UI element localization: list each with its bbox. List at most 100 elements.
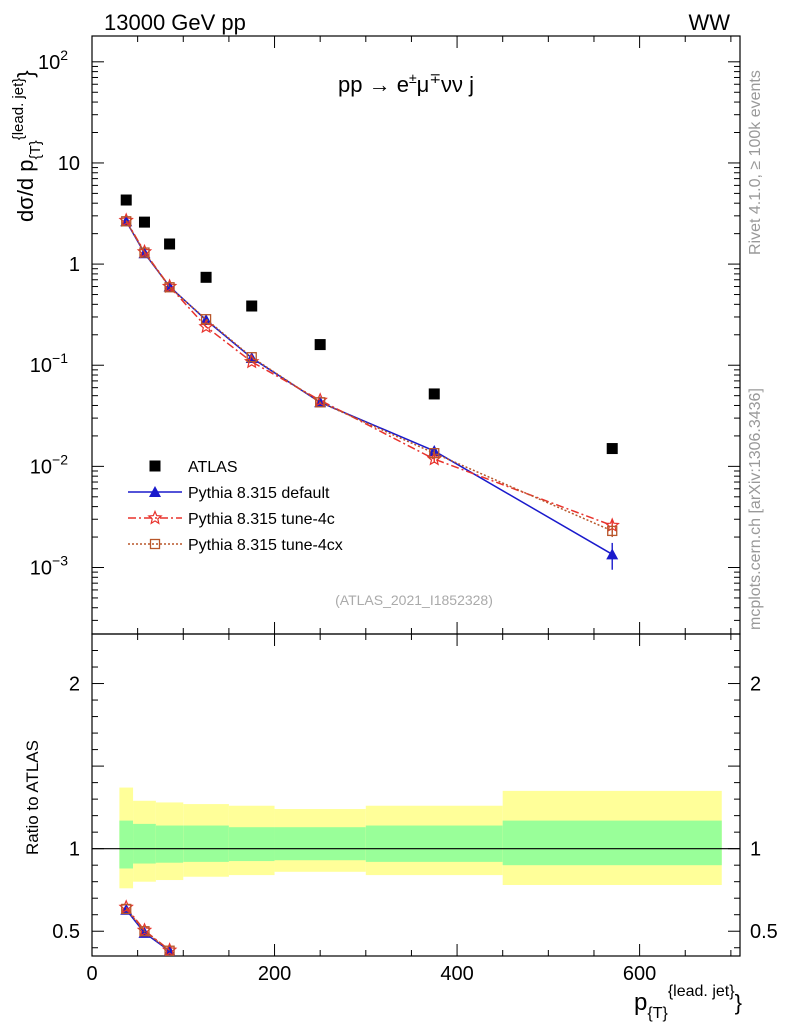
process-rest: νν j: [441, 72, 474, 97]
ratio-plot-frame: [91, 633, 741, 957]
data-point: [315, 397, 326, 408]
x-ticks: [91, 36, 732, 956]
y-tick-label-base: 10: [58, 153, 80, 175]
rivet-label: Rivet 4.1.0, ≥ 100k events: [747, 70, 764, 255]
data-point: [246, 300, 258, 312]
legend-label: Pythia 8.315 tune-4cx: [188, 537, 343, 554]
x-tick-label: 400: [440, 963, 473, 985]
y-tick-label: 10: [58, 153, 80, 175]
header-process: WW: [688, 10, 730, 35]
ratio-band-inner: [274, 827, 366, 861]
legend-marker: [149, 460, 161, 472]
data-point: [139, 247, 150, 258]
legend-label: ATLAS: [188, 459, 238, 476]
y-tick-label-base: 10: [30, 456, 52, 478]
data-point: [121, 216, 132, 227]
analysis-watermark: (ATLAS_2021_I1852328): [335, 592, 493, 608]
ratio-tick-label-right: 2: [750, 674, 761, 696]
legend-item: Pythia 8.315 default: [128, 485, 330, 502]
x-tick-label: 0: [86, 963, 97, 985]
ratio-y-axis-label: Ratio to ATLAS: [23, 740, 42, 855]
ratio-tick-label-right: 0.5: [750, 921, 778, 943]
mcplots-label: mcplots.cern.ch [arXiv:1306.3436]: [747, 388, 764, 630]
legend-item: ATLAS: [149, 459, 238, 476]
data-point: [606, 443, 618, 455]
y-tick-label-base: 1: [69, 254, 80, 276]
process-mu: μ: [417, 72, 430, 97]
legend-item: Pythia 8.315 tune-4c: [128, 509, 335, 528]
y-ticks: [92, 61, 740, 621]
y-tick-label: 1: [69, 254, 80, 276]
data-point: [314, 339, 326, 351]
x-tick-label: 200: [258, 963, 291, 985]
ratio-tick-label-right: 1: [750, 839, 761, 861]
ratio-band-inner: [228, 827, 275, 862]
x-axis-label: p{T}{lead. jet}}: [634, 983, 742, 1022]
data-point: [164, 238, 176, 250]
x-axis-label-sub: {T}: [647, 1005, 668, 1022]
y-tick-label-base: 10: [30, 355, 52, 377]
ratio-series-1: [118, 899, 178, 956]
data-point: [164, 282, 175, 293]
x-axis-label-sup: {lead. jet}: [668, 983, 735, 1000]
y-tick-label-base: 10: [38, 52, 60, 74]
y-axis-label-sup: {lead. jet}: [10, 78, 27, 141]
y-tick-label: 10−3: [30, 552, 68, 579]
y-tick-label-exp: 2: [60, 47, 68, 63]
ratio-tick-label: 0.5: [52, 921, 80, 943]
y-tick-label-exp: −3: [52, 552, 68, 568]
series-line: [125, 220, 613, 527]
legend-label: Pythia 8.315 default: [188, 485, 330, 502]
series-3: [121, 216, 618, 538]
process-mp: ∓: [429, 70, 441, 86]
x-tick-label: 600: [623, 963, 656, 985]
process-base: pp → e: [338, 72, 409, 97]
data-point: [120, 194, 132, 206]
series-line: [125, 220, 613, 532]
y-tick-label-exp: −1: [52, 350, 68, 366]
ratio-band-inner: [365, 825, 503, 862]
y-axis-label-main: dσ/d p: [13, 159, 38, 222]
y-tick-label-base: 10: [30, 557, 52, 579]
header-energy: 13000 GeV pp: [104, 10, 246, 35]
y-axis-label: dσ/d p{T}{lead. jet}}: [10, 70, 44, 222]
ratio-band-inner: [502, 820, 722, 866]
main-series: [118, 194, 620, 570]
y-axis-label-sub: {T}: [27, 140, 44, 159]
y-tick-label: 102: [38, 47, 68, 74]
legend: ATLAS Pythia 8.315 default Pythia 8.315 tu…: [128, 459, 343, 554]
ratio-tick-label: 1: [69, 839, 80, 861]
process-title: pp → e±μ∓νν j: [338, 70, 474, 97]
ratio-band-inner: [155, 825, 184, 863]
ratio-band-inner: [119, 820, 134, 869]
ratio-band-inner: [133, 823, 156, 864]
x-axis-label-main: p: [634, 989, 647, 1016]
ratio-line: [125, 906, 171, 951]
data-point: [200, 271, 212, 283]
ratio-tick-label: 2: [69, 674, 80, 696]
data-point: [429, 448, 440, 459]
process-pm: ±: [409, 70, 417, 86]
ratio-bands: [119, 787, 722, 889]
data-point: [198, 318, 214, 334]
y-axis-label-close: }: [13, 70, 38, 77]
data-point: [606, 548, 619, 560]
legend-marker: [149, 486, 161, 497]
legend-item: Pythia 8.315 tune-4cx: [128, 537, 343, 554]
ratio-y-ticks: [92, 650, 740, 949]
ratio-point: [164, 945, 175, 956]
ratio-series-2: [121, 903, 175, 956]
legend-marker: [147, 509, 163, 525]
y-tick-label: 10−1: [30, 350, 68, 377]
ratio-band-inner: [183, 825, 229, 862]
y-tick-label: 10−2: [30, 451, 68, 478]
ratio-series: [118, 899, 178, 956]
series-line: [125, 220, 613, 555]
series-0: [120, 194, 618, 455]
ratio-point: [139, 926, 150, 937]
ratio-point: [121, 903, 132, 915]
data-point: [138, 216, 150, 228]
ratio-line: [125, 908, 171, 952]
